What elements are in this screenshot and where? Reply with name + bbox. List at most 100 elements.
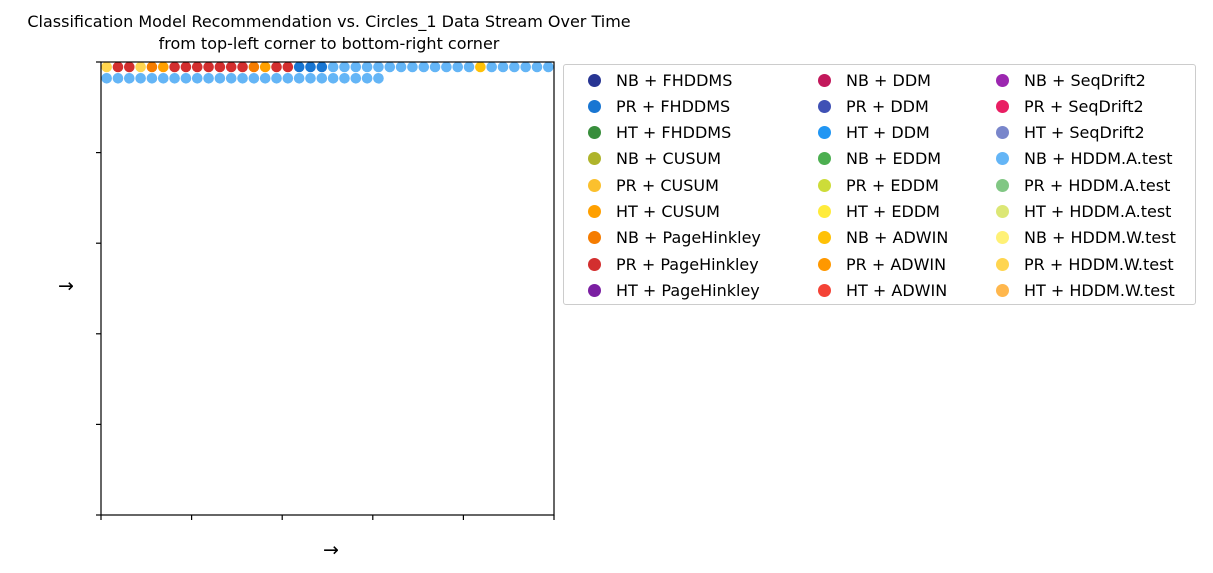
legend-label: PR + EDDM — [846, 175, 939, 195]
data-point — [146, 61, 158, 73]
data-point — [157, 73, 169, 84]
data-point — [282, 73, 294, 84]
legend-item: HT + EDDM — [818, 201, 940, 223]
legend-item: HT + HDDM.W.test — [996, 279, 1175, 301]
legend-marker — [588, 73, 601, 87]
legend-item: HT + CUSUM — [588, 201, 720, 223]
data-point — [203, 61, 214, 73]
legend-item: PR + PageHinkley — [588, 253, 759, 275]
data-point — [407, 61, 418, 73]
data-point — [203, 73, 214, 84]
legend-item: HT + HDDM.A.test — [996, 201, 1171, 223]
legend-marker — [588, 231, 601, 245]
legend-marker — [818, 231, 831, 245]
legend-label: HT + CUSUM — [616, 202, 720, 221]
legend-label: PR + FHDDMS — [616, 96, 731, 116]
data-point — [531, 61, 543, 73]
legend-marker — [818, 73, 831, 87]
data-point — [124, 73, 135, 84]
legend-label: HT + HDDM.W.test — [1024, 280, 1175, 300]
x-axis-label: → — [323, 539, 339, 561]
data-point — [271, 73, 282, 84]
data-point — [259, 73, 271, 84]
legend-item: NB + SeqDrift2 — [996, 69, 1146, 91]
legend-marker — [818, 152, 831, 166]
data-point — [259, 61, 271, 73]
legend-label: PR + CUSUM — [616, 175, 719, 195]
legend-label: PR + ADWIN — [846, 254, 947, 274]
data-point — [146, 73, 158, 84]
data-point — [293, 61, 305, 73]
data-point — [112, 73, 124, 84]
data-point — [169, 73, 180, 84]
data-point — [305, 61, 316, 73]
data-point — [463, 61, 475, 73]
data-point — [509, 61, 520, 73]
legend-item: HT + PageHinkley — [588, 279, 760, 301]
legend-marker — [996, 231, 1009, 245]
data-point — [418, 61, 430, 73]
data-point — [169, 61, 180, 73]
legend-marker — [996, 257, 1009, 271]
data-point — [475, 61, 486, 73]
data-point — [225, 61, 237, 73]
data-point — [339, 73, 350, 84]
legend-marker — [818, 126, 831, 140]
legend-item: PR + HDDM.W.test — [996, 253, 1174, 275]
legend-label: HT + EDDM — [846, 202, 940, 221]
legend-item: PR + FHDDMS — [588, 95, 730, 117]
data-point — [316, 73, 328, 84]
data-point — [339, 61, 350, 73]
data-point — [520, 61, 531, 73]
data-point — [486, 61, 498, 73]
data-point — [157, 61, 169, 73]
data-point — [395, 61, 407, 73]
legend-item: HT + ADWIN — [818, 279, 947, 301]
y-axis-label: → — [58, 275, 74, 297]
legend-label: PR + HDDM.W.test — [1024, 254, 1174, 274]
legend-item: HT + SeqDrift2 — [996, 122, 1145, 144]
legend-marker — [588, 126, 601, 140]
legend-marker — [996, 205, 1009, 218]
legend-label: NB + ADWIN — [846, 228, 949, 248]
legend-item: PR + SeqDrift2 — [996, 95, 1144, 117]
data-point — [248, 61, 260, 73]
legend-marker — [818, 283, 831, 297]
legend-item: NB + PageHinkley — [588, 227, 761, 249]
data-point — [191, 73, 203, 84]
data-point — [135, 61, 146, 73]
legend-label: PR + DDM — [846, 96, 929, 116]
data-point — [373, 73, 384, 84]
legend-item: PR + HDDM.A.test — [996, 174, 1170, 196]
legend-label: NB + SeqDrift2 — [1024, 70, 1146, 90]
data-point — [305, 73, 316, 84]
legend-marker — [588, 99, 601, 113]
data-point — [316, 61, 328, 73]
legend-item: NB + HDDM.A.test — [996, 148, 1173, 170]
data-point — [135, 73, 146, 84]
legend-label: HT + DDM — [846, 123, 930, 143]
legend-item: HT + FHDDMS — [588, 122, 731, 144]
data-point — [350, 61, 362, 73]
legend-marker — [996, 178, 1009, 192]
legend-label: NB + FHDDMS — [616, 70, 733, 90]
legend-label: NB + HDDM.W.test — [1024, 228, 1176, 248]
data-point — [327, 73, 339, 84]
legend-item: NB + DDM — [818, 69, 931, 91]
legend-marker — [818, 205, 831, 218]
legend-label: NB + EDDM — [846, 149, 942, 169]
legend-label: NB + PageHinkley — [616, 228, 761, 248]
legend-item: PR + DDM — [818, 95, 929, 117]
data-point — [373, 61, 384, 73]
data-point — [180, 61, 192, 73]
legend-marker — [588, 283, 601, 297]
data-point — [361, 73, 373, 84]
legend-marker — [588, 152, 601, 166]
legend-item: PR + ADWIN — [818, 253, 946, 275]
legend-item: NB + ADWIN — [818, 227, 948, 249]
legend-item: NB + FHDDMS — [588, 69, 732, 91]
legend-item: NB + HDDM.W.test — [996, 227, 1176, 249]
legend-marker — [818, 178, 831, 192]
data-point — [384, 61, 396, 73]
